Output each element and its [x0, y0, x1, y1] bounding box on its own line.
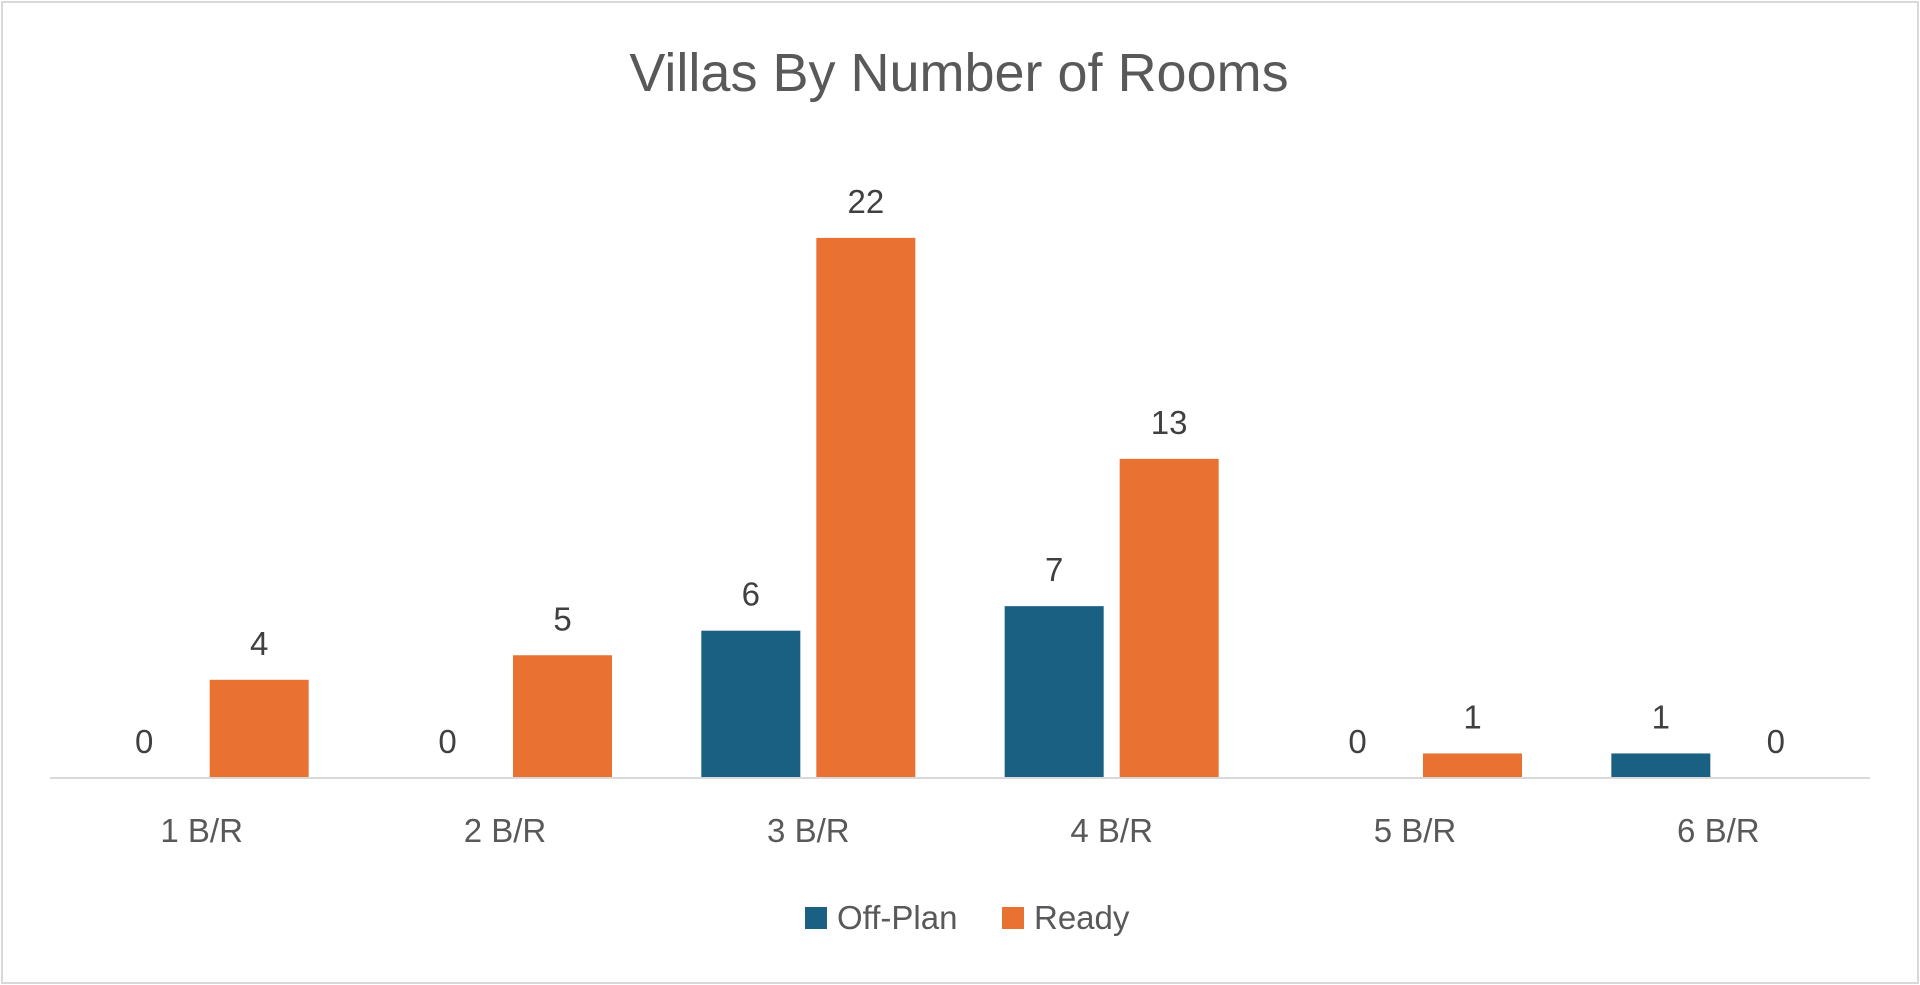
bar-off-plan-6 — [1611, 753, 1711, 778]
category-label: 4 B/R — [1070, 812, 1153, 849]
legend-swatch-off-plan — [805, 907, 827, 929]
data-label-off-plan-6: 1 — [1652, 698, 1670, 735]
legend: Off-Plan Ready — [805, 899, 1130, 936]
category-label: 2 B/R — [464, 812, 547, 849]
data-label-off-plan-4: 7 — [1045, 551, 1063, 588]
data-label-off-plan-5: 0 — [1348, 723, 1366, 760]
legend-label-off-plan: Off-Plan — [837, 899, 957, 936]
bars-group — [209, 237, 1711, 778]
category-label: 3 B/R — [767, 812, 850, 849]
data-label-ready-1: 4 — [250, 625, 268, 662]
data-label-ready-3: 22 — [847, 183, 884, 220]
category-label: 1 B/R — [160, 812, 243, 849]
category-labels-group: 1 B/R 2 B/R 3 B/R 4 B/R 5 B/R 6 B/R — [160, 812, 1759, 849]
data-label-ready-6: 0 — [1767, 723, 1785, 760]
bar-ready-5 — [1423, 753, 1522, 778]
data-label-ready-4: 13 — [1151, 404, 1188, 441]
data-label-ready-2: 5 — [553, 600, 571, 637]
bar-ready-2 — [513, 655, 612, 778]
chart-title: Villas By Number of Rooms — [629, 43, 1288, 103]
bar-off-plan-4 — [1004, 606, 1104, 778]
data-label-off-plan-2: 0 — [438, 723, 456, 760]
data-label-ready-5: 1 — [1463, 698, 1481, 735]
data-label-off-plan-3: 6 — [742, 576, 760, 613]
legend-label-ready: Ready — [1034, 899, 1130, 936]
data-label-off-plan-1: 0 — [135, 723, 153, 760]
bar-ready-1 — [209, 679, 309, 778]
legend-swatch-ready — [1002, 907, 1024, 929]
data-labels-group: 0 4 0 5 6 22 7 13 0 1 1 0 — [135, 183, 1785, 760]
category-label: 5 B/R — [1374, 812, 1457, 849]
bar-ready-4 — [1119, 458, 1219, 778]
category-label: 6 B/R — [1677, 812, 1760, 849]
bar-ready-3 — [816, 237, 916, 778]
bar-off-plan-3 — [701, 630, 801, 778]
